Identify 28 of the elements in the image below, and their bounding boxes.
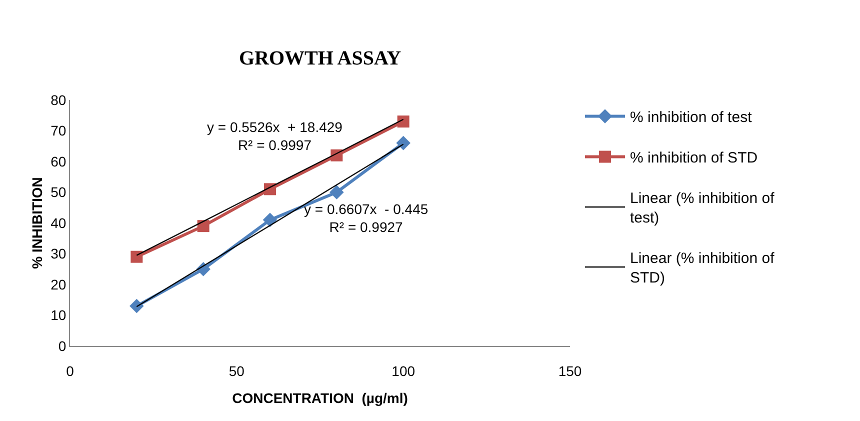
y-tick-label: 50 xyxy=(50,184,66,200)
legend-label: Linear (% inhibition of STD) xyxy=(630,250,776,287)
legend-label: % inhibition of test xyxy=(630,109,753,126)
point xyxy=(397,116,410,128)
x-axis-title: CONCENTRATION (µg/ml) xyxy=(232,390,408,406)
annotation: y = 0.5526x + 18.429 R² = 0.9997 xyxy=(207,119,343,154)
y-tick-label: 80 xyxy=(50,92,66,108)
legend-label: % inhibition of STD xyxy=(630,150,758,167)
point xyxy=(396,136,410,150)
legend-label: Linear (% inhibition of test) xyxy=(630,190,776,227)
y-tick-label: 0 xyxy=(58,338,66,354)
y-tick-label: 60 xyxy=(50,153,66,170)
point xyxy=(262,212,278,228)
y-axis-title: % INHIBITION xyxy=(29,177,46,269)
point xyxy=(197,220,210,232)
y-tick-label: 40 xyxy=(50,214,66,231)
point xyxy=(130,298,144,314)
y-tick-label: 20 xyxy=(50,276,66,292)
point xyxy=(330,185,344,200)
y-tick-label: 30 xyxy=(50,246,66,262)
x-tick-label: 150 xyxy=(558,362,582,379)
point xyxy=(130,250,143,263)
x-tick-label: 50 xyxy=(228,362,245,379)
chart-title: GROWTH ASSAY xyxy=(238,48,402,70)
annotation: y = 0.6607x - 0.445 R² = 0.9927 xyxy=(304,201,428,236)
x-tick-label: 100 xyxy=(392,362,416,379)
y-tick-label: 70 xyxy=(50,122,66,139)
y-tick-label: 10 xyxy=(50,307,66,324)
